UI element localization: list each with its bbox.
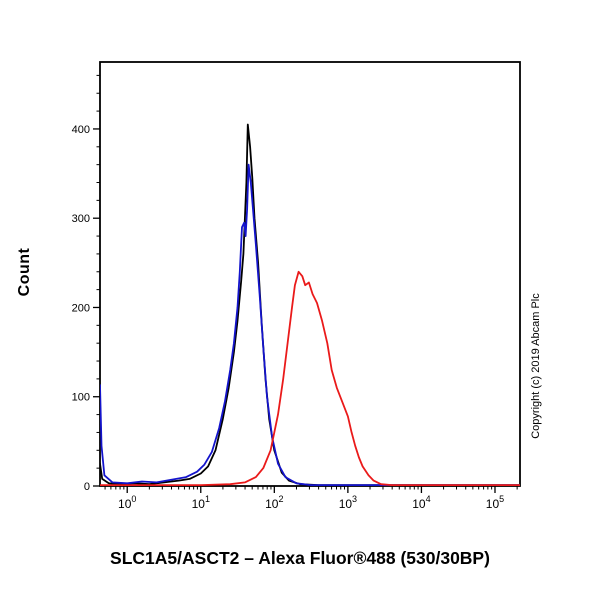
y-axis-label: Count bbox=[16, 247, 33, 297]
copyright-text: Copyright (c) 2019 Abcam Plc bbox=[530, 293, 542, 439]
x-tick-label: 105 bbox=[486, 494, 504, 511]
x-tick-label: 100 bbox=[118, 494, 136, 511]
x-tick-label: 101 bbox=[192, 494, 210, 511]
y-tick-label: 200 bbox=[72, 302, 90, 314]
series-blue-curve bbox=[100, 163, 520, 486]
x-tick-label: 102 bbox=[265, 494, 283, 511]
x-tick-label: 103 bbox=[339, 494, 357, 511]
y-tick-label: 100 bbox=[72, 392, 90, 404]
y-tick-label: 400 bbox=[72, 124, 90, 136]
x-tick-label: 104 bbox=[412, 494, 430, 511]
y-tick-label: 0 bbox=[84, 481, 90, 493]
plot-box bbox=[99, 61, 521, 487]
figure-title: SLC1A5/ASCT2 – Alexa Fluor®488 (530/30BP… bbox=[110, 548, 490, 568]
series-red-curve bbox=[100, 270, 520, 486]
chart-svg: 100 101 102 103 104 105 0 100 200 300 400 bbox=[72, 61, 521, 511]
y-tick-label: 300 bbox=[72, 213, 90, 225]
